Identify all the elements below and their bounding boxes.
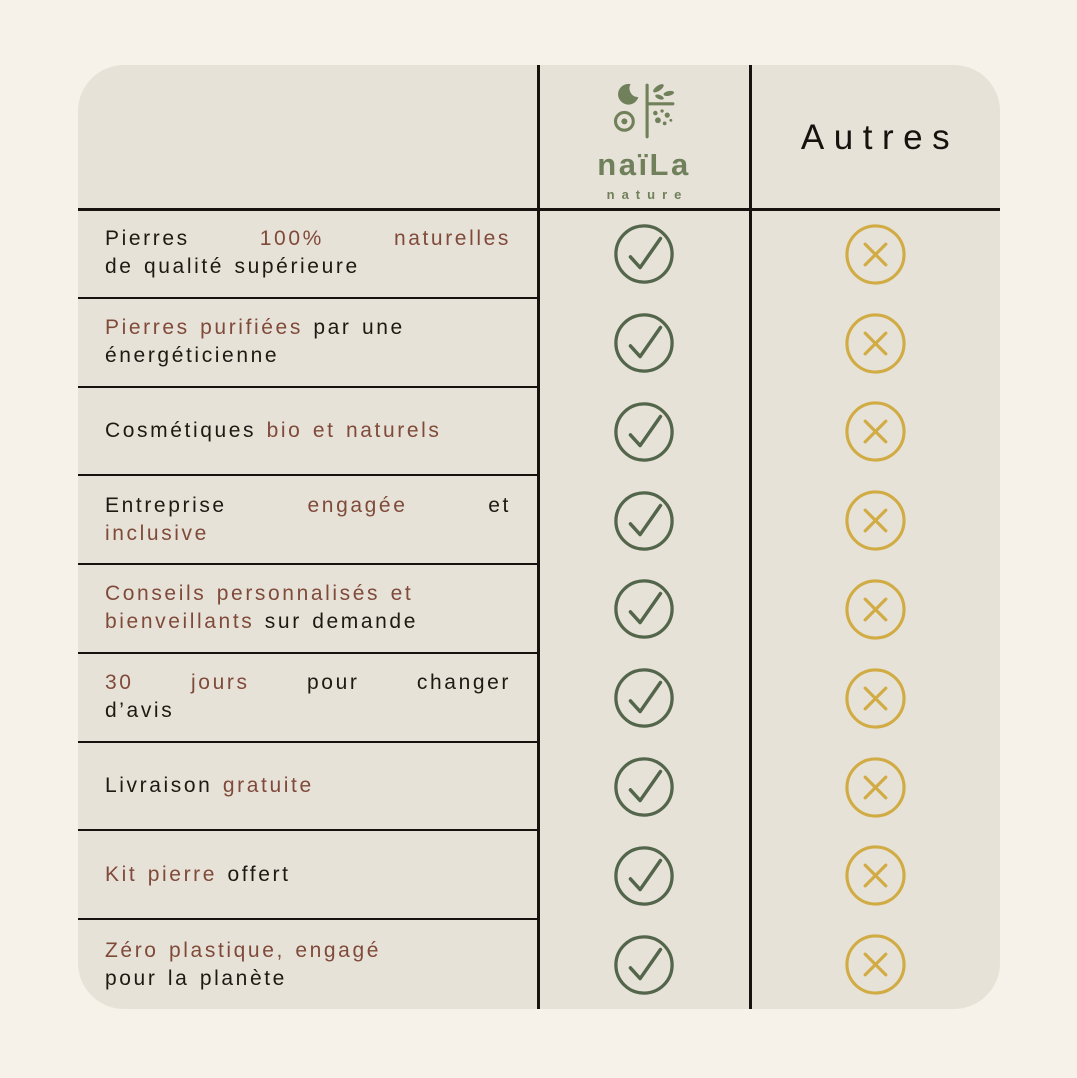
check-circle-icon bbox=[538, 299, 750, 388]
highlighted-text: inclusive bbox=[105, 521, 209, 545]
highlighted-text: Zéro plastique, engagé bbox=[105, 938, 382, 962]
plain-text: Pierres bbox=[105, 227, 260, 251]
feature-row-label: Livraison gratuite bbox=[78, 743, 538, 832]
plain-text: et bbox=[407, 493, 511, 517]
highlighted-text: bienveillants bbox=[105, 610, 255, 634]
comparison-card: naïLa nature Autres Pierres 100% naturel… bbox=[78, 65, 1000, 1009]
brand-name: naïLa bbox=[597, 146, 691, 182]
check-circle-icon bbox=[538, 388, 750, 477]
highlighted-text: bio et naturels bbox=[266, 418, 442, 442]
feature-row-label: Conseils personnalisés et bienveillants s… bbox=[78, 565, 538, 654]
feature-row-label: Pierres purifiées par une énergéticienne bbox=[78, 299, 538, 388]
plain-text: pour changer bbox=[249, 671, 511, 695]
plain-text: Cosmétiques bbox=[105, 418, 267, 442]
plain-text: de qualité supérieure bbox=[105, 255, 360, 279]
feature-text-line: Pierres purifiées par une bbox=[105, 314, 511, 342]
check-circle-icon bbox=[538, 654, 750, 743]
feature-text-line: Cosmétiques bio et naturels bbox=[105, 417, 511, 445]
header-autres-column: Autres bbox=[750, 65, 1000, 210]
brand-tagline: nature bbox=[606, 186, 689, 202]
feature-row-label: Pierres 100% naturelles de qualité supéri… bbox=[78, 210, 538, 299]
plain-text: offert bbox=[217, 862, 291, 886]
feature-row-label: Kit pierre offert bbox=[78, 831, 538, 921]
feature-text-line: Kit pierre offert bbox=[105, 861, 511, 889]
highlighted-text: Conseils personnalisés et bbox=[105, 582, 414, 606]
highlighted-text: Kit pierre bbox=[105, 862, 218, 886]
cross-circle-icon bbox=[750, 743, 1000, 832]
plain-text: sur demande bbox=[254, 610, 418, 634]
plain-text: par une bbox=[302, 316, 405, 340]
feature-row-label: Cosmétiques bio et naturels bbox=[78, 388, 538, 477]
plain-text: énergéticienne bbox=[105, 344, 280, 368]
feature-text-line: Livraison gratuite bbox=[105, 772, 511, 800]
feature-text-line: inclusive bbox=[105, 520, 511, 548]
feature-text-line: Conseils personnalisés et bbox=[105, 580, 511, 608]
feature-text-line: énergéticienne bbox=[105, 342, 511, 370]
check-circle-icon bbox=[538, 476, 750, 565]
plain-text: Entreprise bbox=[105, 493, 308, 517]
check-circle-icon bbox=[538, 831, 750, 920]
highlighted-text: engagée bbox=[307, 493, 408, 517]
feature-text-line: 30 jours pour changer bbox=[105, 669, 511, 697]
check-circle-icon bbox=[538, 743, 750, 832]
cross-circle-icon bbox=[750, 654, 1000, 743]
feature-text-line: Entreprise engagée et bbox=[105, 492, 511, 520]
header-naila-column: naïLa nature bbox=[538, 65, 750, 210]
column-divider-left bbox=[537, 65, 540, 1009]
feature-row-label: 30 jours pour changer d’avis bbox=[78, 654, 538, 743]
plain-text: pour la planète bbox=[105, 966, 287, 990]
header-feature-column-spacer bbox=[78, 65, 538, 210]
cross-circle-icon bbox=[750, 565, 1000, 654]
cross-circle-icon bbox=[750, 476, 1000, 565]
moon-plant-icon bbox=[612, 82, 676, 145]
plain-text: d’avis bbox=[105, 699, 175, 723]
cross-circle-icon bbox=[750, 920, 1000, 1009]
check-circle-icon bbox=[538, 565, 750, 654]
feature-text-line: d’avis bbox=[105, 697, 511, 725]
highlighted-text: 100% naturelles bbox=[259, 227, 511, 251]
cross-circle-icon bbox=[750, 299, 1000, 388]
highlighted-text: 30 jours bbox=[105, 671, 250, 695]
cross-circle-icon bbox=[750, 831, 1000, 920]
highlighted-text: Pierres purifiées bbox=[105, 316, 303, 340]
cross-circle-icon bbox=[750, 388, 1000, 477]
feature-row-label: Entreprise engagée et inclusive bbox=[78, 476, 538, 566]
header-divider bbox=[78, 208, 1000, 211]
feature-text-line: Zéro plastique, engagé bbox=[105, 937, 511, 965]
feature-text-line: pour la planète bbox=[105, 965, 511, 993]
plain-text: Livraison bbox=[105, 774, 223, 798]
highlighted-text: gratuite bbox=[222, 774, 314, 798]
check-circle-icon bbox=[538, 210, 750, 299]
cross-circle-icon bbox=[750, 210, 1000, 299]
feature-text-line: Pierres 100% naturelles bbox=[105, 225, 511, 253]
column-divider-right bbox=[749, 65, 752, 1009]
check-circle-icon bbox=[538, 920, 750, 1009]
feature-text-line: bienveillants sur demande bbox=[105, 608, 511, 636]
feature-row-label: Zéro plastique, engagé pour la planète bbox=[78, 920, 538, 1009]
competitor-label: Autres bbox=[800, 117, 960, 157]
feature-text-line: de qualité supérieure bbox=[105, 253, 511, 281]
naila-logo: naïLa nature bbox=[597, 74, 690, 202]
